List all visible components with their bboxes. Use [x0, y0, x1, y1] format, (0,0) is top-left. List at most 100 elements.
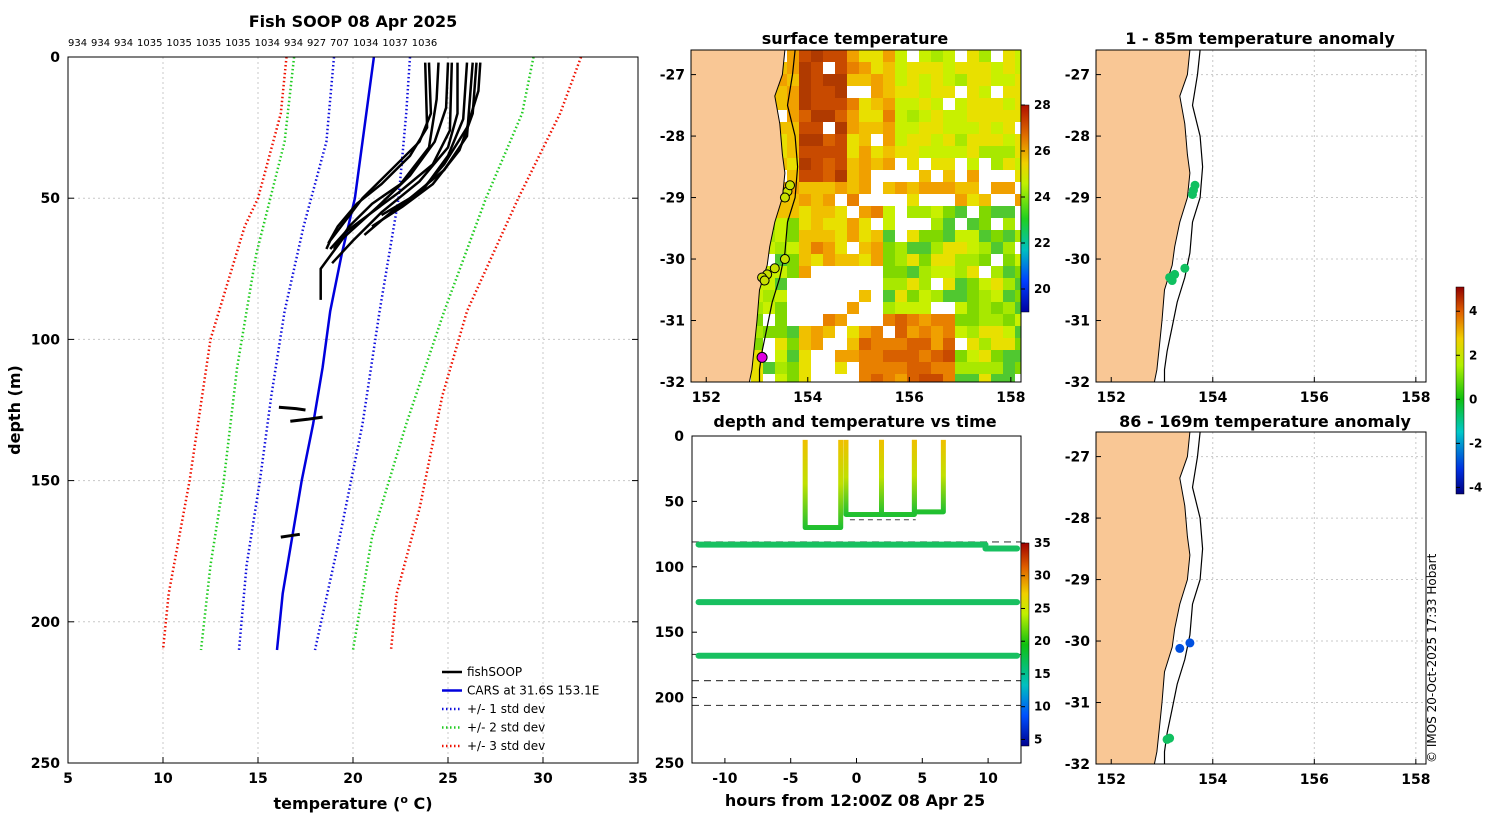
sst-cell	[931, 218, 943, 230]
sst-cell	[1003, 110, 1015, 122]
sst-cell	[847, 122, 859, 134]
sst-cell	[871, 50, 883, 62]
y-tick-label: 250	[31, 756, 60, 772]
sst-cell	[967, 302, 979, 314]
sst-cell	[835, 254, 847, 266]
sst-cell	[991, 242, 1003, 254]
sst-cell	[955, 122, 967, 134]
sst-cell	[859, 134, 871, 146]
sst-cell	[883, 266, 895, 278]
sst-cell	[955, 350, 967, 362]
sst-cell	[907, 122, 919, 134]
sst-cell	[895, 86, 907, 98]
sst-cell	[907, 158, 919, 170]
y-tick-label: 50	[665, 494, 685, 510]
sst-cell	[907, 350, 919, 362]
sst-cell	[823, 314, 835, 326]
sst-cell	[991, 134, 1003, 146]
sst-cell	[799, 134, 811, 146]
sst-cell	[955, 206, 967, 218]
colorbar-tick-label: 30	[1034, 569, 1051, 583]
sst-cell	[835, 98, 847, 110]
sst-cell	[943, 50, 955, 62]
sst-cell	[799, 206, 811, 218]
x-tick-label: -5	[783, 771, 799, 787]
sst-cell	[907, 338, 919, 350]
x-tick-label: 5	[63, 771, 73, 787]
sst-colorbar	[1020, 104, 1030, 313]
x-tick-label: 0	[852, 771, 862, 787]
anomaly-deep-contour	[1163, 432, 1204, 764]
anomaly-point	[1187, 189, 1197, 199]
sst-cell	[931, 98, 943, 110]
sst-cell	[775, 338, 787, 350]
x-tick-label: 25	[438, 771, 457, 787]
sst-cell	[811, 50, 823, 62]
std-dev-line	[389, 57, 583, 651]
sst-cell	[823, 98, 835, 110]
anomaly-deep-land	[1096, 432, 1191, 764]
sst-cell	[775, 218, 787, 230]
fish-profile-segment	[280, 532, 301, 539]
sst-cell	[787, 266, 799, 278]
anomaly-point	[1180, 263, 1190, 273]
sst-cell	[859, 338, 871, 350]
station-count: 934	[68, 38, 87, 49]
sst-cell	[931, 254, 943, 266]
sst-cell	[823, 206, 835, 218]
profile-ticks: 5 10 15 20 25 30 35 0 50 100 150 200 250	[31, 50, 648, 787]
sst-cell	[835, 182, 847, 194]
sst-cell	[811, 158, 823, 170]
sst-cell	[859, 362, 871, 374]
sst-cell	[1003, 302, 1015, 314]
sst-cell	[835, 122, 847, 134]
sst-cell	[991, 122, 1003, 134]
sst-cell	[883, 254, 895, 266]
sst-cell	[991, 182, 1003, 194]
sst-cell	[943, 206, 955, 218]
sst-cell	[943, 314, 955, 326]
sst-cell	[967, 338, 979, 350]
profile-station-counts: 934 934 934 1035 1035 1035 1035 1034 934 927 707 10…	[68, 38, 437, 49]
sst-cell	[1003, 206, 1015, 218]
sst-cell	[955, 242, 967, 254]
sst-cell	[991, 326, 1003, 338]
sst-cell	[967, 122, 979, 134]
sst-cell	[1003, 326, 1015, 338]
sst-cell	[895, 302, 907, 314]
anomaly-point	[1175, 643, 1185, 653]
station-count: 1035	[137, 38, 162, 49]
sst-cell	[967, 254, 979, 266]
sst-cell	[883, 62, 895, 74]
y-tick-label: -32	[1065, 757, 1090, 773]
sst-cell	[979, 314, 991, 326]
sst-cell	[943, 134, 955, 146]
sst-cell	[955, 62, 967, 74]
sst-cell	[859, 182, 871, 194]
sst-cell	[955, 134, 967, 146]
sst-cell	[883, 74, 895, 86]
sst-colorbar-ticks: 20 22 24 26 28	[1021, 98, 1051, 296]
sst-cell	[787, 194, 799, 206]
sst-cell	[811, 254, 823, 266]
sst-cell	[859, 230, 871, 242]
sst-cell	[955, 326, 967, 338]
sst-cell	[967, 98, 979, 110]
sst-cell	[967, 146, 979, 158]
colorbar-tick-label: 24	[1034, 190, 1051, 204]
station-count: 707	[330, 38, 349, 49]
sst-cell	[1015, 338, 1021, 350]
x-tick-label: 35	[628, 771, 647, 787]
sst-cell	[931, 134, 943, 146]
sst-cell	[1015, 350, 1021, 362]
sst-cell	[1015, 278, 1021, 290]
x-tick-label: 158	[996, 390, 1025, 406]
sst-cell	[907, 362, 919, 374]
sst-cell	[979, 134, 991, 146]
sst-cell	[751, 374, 763, 382]
sst-cell	[883, 362, 895, 374]
station-count: 1034	[255, 38, 280, 49]
sst-cell	[967, 158, 979, 170]
sst-cell	[847, 302, 859, 314]
sst-cell	[835, 62, 847, 74]
